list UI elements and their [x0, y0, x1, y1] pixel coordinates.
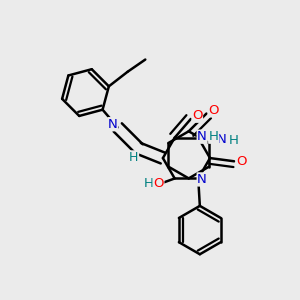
Text: N: N: [197, 130, 207, 143]
Text: N: N: [108, 118, 118, 131]
Text: H: H: [209, 130, 219, 143]
Text: O: O: [192, 109, 202, 122]
Text: O: O: [208, 104, 219, 117]
Text: O: O: [236, 155, 247, 168]
Text: O: O: [153, 177, 164, 190]
Text: H: H: [144, 177, 154, 190]
Text: N: N: [197, 173, 207, 186]
Text: N: N: [217, 133, 227, 146]
Text: H: H: [228, 134, 238, 147]
Text: H: H: [129, 151, 139, 164]
